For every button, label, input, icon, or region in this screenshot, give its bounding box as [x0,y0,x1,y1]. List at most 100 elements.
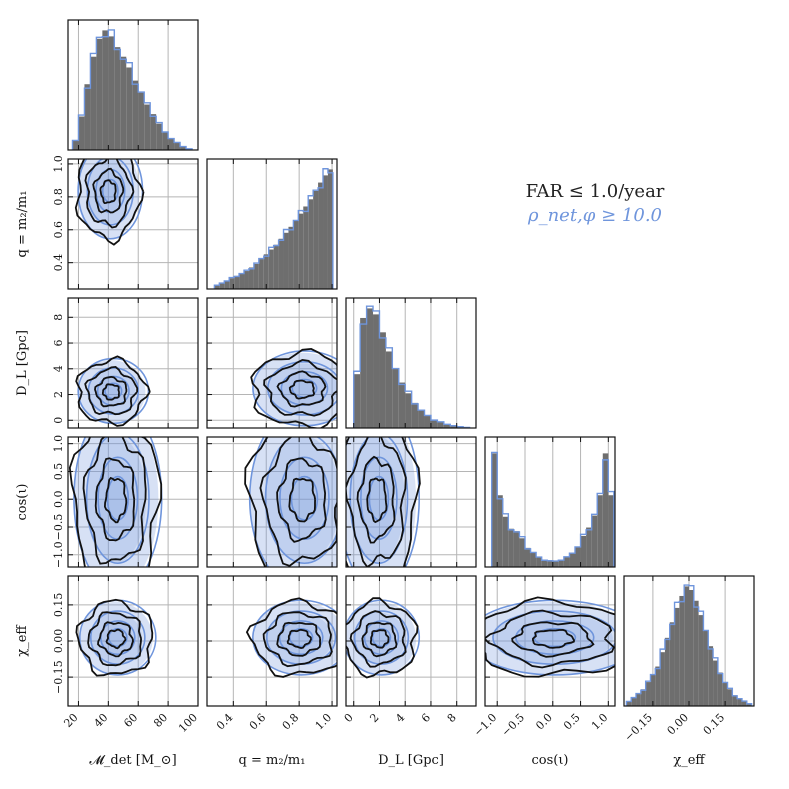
tick-label-x: 60 [121,711,140,730]
hist-bar [698,615,704,706]
hist-bar [138,92,145,150]
tick-label-y: 1.0 [52,155,65,173]
contour-black [356,455,396,544]
hist-bar [120,56,127,150]
legend-far: FAR ≤ 1.0/year [525,181,665,202]
panel-1-0: 0.4 0.6 0.8 1.0 q = m₂/m₁ [15,155,199,290]
hist-bar [385,351,393,428]
hist-bar [563,557,570,567]
tick-label-x: 0.8 [280,711,302,733]
contour-blue [371,627,392,648]
contour-blue [349,437,409,565]
panel-3-0: −1.0−0.5 0.0 0.5 1.0 cos(ι) [15,435,199,568]
axis-label-y: χ_eff [15,624,30,657]
panel-4-3: −1.0 −0.5 0.0 0.5 1.0 cos(ι) [471,575,616,768]
axis-label-y: q = m₂/m₁ [15,191,30,258]
contour-black [366,477,388,524]
density-shade [105,477,126,521]
tick-label-x: −1.0 [471,711,499,739]
tick-label-x: −0.5 [499,711,527,739]
tick-label-y: 4 [52,365,65,372]
hist-bar [303,206,309,289]
contour-black [84,159,135,229]
contour-black [75,598,154,677]
tick-label-x: 0.15 [701,711,728,738]
contour-black [485,609,615,669]
contour-black [511,621,595,658]
contour-blue [252,599,337,676]
hist-bar [689,589,694,706]
hist-bar [224,280,230,289]
panel-frame [67,436,199,568]
contour-black [97,621,134,658]
hist-bar [669,622,675,706]
density-shade [515,622,591,655]
tick-label-y: 0.5 [52,463,65,481]
hist-bar [650,674,656,706]
hist-bar [373,314,380,428]
hist-bar [569,552,575,567]
density-shade [289,477,316,521]
hist-bar [313,190,319,289]
contour-black [92,167,125,214]
contour-black [346,597,419,679]
contour-black [245,597,337,678]
panel-3-3 [484,436,616,568]
contour-blue [252,350,337,427]
hist-bar [558,559,564,567]
panel-4-4: −0.15 0.00 0.15 χ_eff [622,575,755,768]
hist-bar [234,275,240,289]
panel-frame [484,436,616,568]
contour-black [250,347,337,428]
hist-bar [684,586,689,706]
contour-blue [346,437,420,567]
hist-bar [741,701,747,706]
hist-bar [308,199,314,289]
contour-black [94,375,128,408]
tick-label-x: −0.15 [622,711,655,744]
hist-bar [541,559,548,567]
contour-black [259,437,337,567]
contour-black [82,437,147,565]
hist-bar [602,453,609,567]
contour-black [87,611,142,667]
tick-label-y: −0.5 [52,514,65,541]
tick-label-y: 1.0 [52,435,65,453]
contour-black [288,379,316,400]
tick-label-x: 80 [151,711,170,730]
hist-outline [213,168,334,289]
axis-label-y: D_L [Gpc] [15,330,30,396]
hist-outline [625,584,753,706]
contour-blue [290,475,319,521]
contour-blue [85,437,150,565]
contour-black [68,437,163,567]
hist-bar [323,175,328,289]
hist-bar [640,689,646,706]
panel-3-1 [206,436,338,568]
tick-label-y: −0.15 [52,660,65,694]
tick-label-x: 0.6 [247,711,269,733]
panel-0-0 [67,19,199,151]
contour-blue [264,437,337,565]
density-shade [346,437,417,567]
hist-bar [591,515,598,567]
axis-label-x: D_L [Gpc] [378,753,444,768]
hist-bar [258,259,264,289]
contour-black [101,383,120,401]
hist-bar [645,682,651,706]
tick-label-x: 40 [91,711,110,730]
hist-bar [443,424,451,428]
hist-bar [229,278,235,289]
tick-label-x: 1.0 [313,711,335,733]
hist-bar [552,561,559,567]
hist-bar [90,56,97,150]
hist-bar [722,682,728,706]
density-shade [290,380,315,399]
contour-black [75,355,151,427]
hist-bar [737,698,742,706]
contour-black [244,437,269,567]
hist-bar [586,527,592,567]
hist-bar [283,232,289,289]
hist-bar [144,104,151,150]
contour-black [276,621,322,657]
